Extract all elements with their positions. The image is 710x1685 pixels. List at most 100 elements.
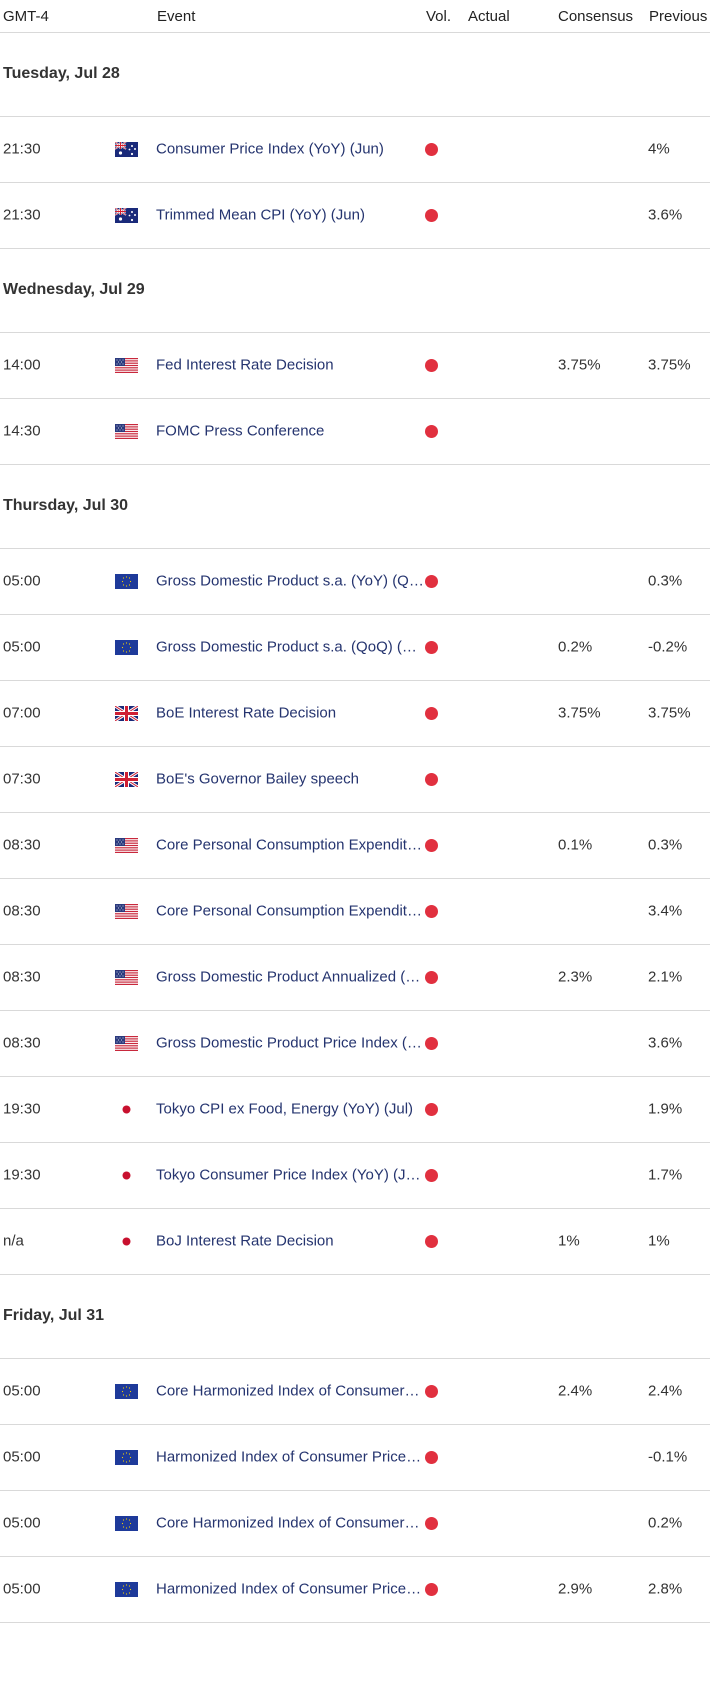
- event-name-link[interactable]: Tokyo Consumer Price Index (YoY) (J…: [156, 1166, 421, 1184]
- event-row[interactable]: 05:00 Harmonized Index of Consumer Price……: [0, 1424, 710, 1491]
- event-row[interactable]: 05:00 Gross Domestic Product s.a. (YoY) (…: [0, 548, 710, 615]
- previous-value: 3.75%: [648, 704, 691, 722]
- previous-value: 1.7%: [648, 1166, 683, 1184]
- event-row[interactable]: 08:30 Gross Domestic Product Annualized (…: [0, 944, 710, 1011]
- event-time: 21:30: [3, 206, 41, 224]
- event-time: 05:00: [3, 638, 41, 656]
- event-time: n/a: [3, 1232, 24, 1250]
- timezone-header[interactable]: GMT-4: [3, 8, 49, 25]
- event-name-link[interactable]: Gross Domestic Product Annualized (…: [156, 968, 421, 986]
- volatility-high-icon: [425, 773, 438, 786]
- eu-flag-icon: [115, 640, 138, 655]
- volatility-high-icon: [425, 359, 438, 372]
- event-row[interactable]: 08:30 Gross Domestic Product Price Index …: [0, 1010, 710, 1077]
- day-label: Thursday, Jul 30: [3, 497, 129, 514]
- volatility-high-icon: [425, 209, 438, 222]
- vol-header: Vol.: [426, 8, 452, 25]
- event-row[interactable]: 19:30 Tokyo Consumer Price Index (YoY) (J…: [0, 1142, 710, 1209]
- event-name-link[interactable]: Tokyo CPI ex Food, Energy (YoY) (Jul): [156, 1100, 414, 1118]
- eu-flag-icon: [115, 574, 138, 589]
- au-flag-icon: [115, 208, 138, 223]
- event-name-link[interactable]: Fed Interest Rate Decision: [156, 356, 334, 374]
- event-row[interactable]: 21:30 Consumer Price Index (YoY) (Jun) 4%: [0, 116, 710, 183]
- event-row[interactable]: 05:00 Core Harmonized Index of Consumer… 0…: [0, 1490, 710, 1557]
- event-time: 07:30: [3, 770, 41, 788]
- volatility-high-icon: [425, 1037, 438, 1050]
- table-header: GMT-4 Event Vol. Actual Consensus Previo…: [0, 0, 710, 33]
- event-time: 19:30: [3, 1100, 41, 1118]
- day-header-row: Thursday, Jul 30: [0, 464, 710, 549]
- event-row[interactable]: 05:00 Gross Domestic Product s.a. (QoQ) (…: [0, 614, 710, 681]
- event-name-link[interactable]: Core Harmonized Index of Consumer…: [156, 1514, 420, 1532]
- volatility-high-icon: [425, 1169, 438, 1182]
- event-name-link[interactable]: Core Harmonized Index of Consumer…: [156, 1382, 420, 1400]
- jp-flag-icon: [115, 1234, 138, 1249]
- day-header-row: Wednesday, Jul 29: [0, 248, 710, 333]
- event-name-link[interactable]: Gross Domestic Product s.a. (YoY) (Q…: [156, 572, 424, 590]
- previous-value: 3.75%: [648, 356, 691, 374]
- volatility-high-icon: [425, 143, 438, 156]
- event-row[interactable]: n/a BoJ Interest Rate Decision 1% 1%: [0, 1208, 710, 1275]
- event-row[interactable]: 19:30 Tokyo CPI ex Food, Energy (YoY) (Ju…: [0, 1076, 710, 1143]
- event-name-link[interactable]: BoE Interest Rate Decision: [156, 704, 337, 722]
- event-name-link[interactable]: Consumer Price Index (YoY) (Jun): [156, 140, 384, 158]
- previous-value: 4%: [648, 140, 670, 158]
- event-name-link[interactable]: Harmonized Index of Consumer Price…: [156, 1580, 422, 1598]
- day-label: Friday, Jul 31: [3, 1307, 105, 1324]
- event-time: 08:30: [3, 968, 41, 986]
- consensus-value: 2.4%: [558, 1382, 593, 1400]
- event-time: 05:00: [3, 1448, 41, 1466]
- event-row[interactable]: 21:30 Trimmed Mean CPI (YoY) (Jun) 3.6%: [0, 182, 710, 249]
- day-header-row: Friday, Jul 31: [0, 1274, 710, 1359]
- previous-value: 1%: [648, 1232, 670, 1250]
- consensus-value: 3.75%: [558, 704, 601, 722]
- previous-value: -0.2%: [648, 638, 688, 656]
- consensus-value: 0.2%: [558, 638, 593, 656]
- previous-value: 3.4%: [648, 902, 683, 920]
- volatility-high-icon: [425, 575, 438, 588]
- event-name-link[interactable]: BoJ Interest Rate Decision: [156, 1232, 334, 1250]
- previous-value: 0.2%: [648, 1514, 683, 1532]
- event-name-link[interactable]: Gross Domestic Product Price Index (…: [156, 1034, 422, 1052]
- consensus-value: 1%: [558, 1232, 580, 1250]
- event-time: 14:30: [3, 422, 41, 440]
- event-name-link[interactable]: Harmonized Index of Consumer Price…: [156, 1448, 422, 1466]
- event-name-link[interactable]: Gross Domestic Product s.a. (QoQ) (…: [156, 638, 417, 656]
- us-flag-icon: [115, 838, 138, 853]
- eu-flag-icon: [115, 1516, 138, 1531]
- previous-value: 3.6%: [648, 1034, 683, 1052]
- event-row[interactable]: 05:00 Core Harmonized Index of Consumer… 2…: [0, 1358, 710, 1425]
- previous-value: 0.3%: [648, 572, 683, 590]
- event-row[interactable]: 14:30 FOMC Press Conference: [0, 398, 710, 465]
- event-row[interactable]: 07:30 BoE's Governor Bailey speech: [0, 746, 710, 813]
- jp-flag-icon: [115, 1102, 138, 1117]
- volatility-high-icon: [425, 1385, 438, 1398]
- volatility-high-icon: [425, 1517, 438, 1530]
- event-row[interactable]: 08:30 Core Personal Consumption Expendit……: [0, 812, 710, 879]
- event-name-link[interactable]: Trimmed Mean CPI (YoY) (Jun): [156, 206, 365, 224]
- day-label: Tuesday, Jul 28: [3, 65, 120, 82]
- us-flag-icon: [115, 1036, 138, 1051]
- day-header-row: Tuesday, Jul 28: [0, 32, 710, 117]
- event-name-link[interactable]: Core Personal Consumption Expendit…: [156, 836, 422, 854]
- previous-value: 1.9%: [648, 1100, 683, 1118]
- event-row[interactable]: 07:00 BoE Interest Rate Decision 3.75% 3.75…: [0, 680, 710, 747]
- event-name-link[interactable]: BoE's Governor Bailey speech: [156, 770, 359, 788]
- consensus-value: 2.9%: [558, 1580, 593, 1598]
- consensus-value: 3.75%: [558, 356, 601, 374]
- event-time: 05:00: [3, 1382, 41, 1400]
- actual-header: Actual: [468, 8, 510, 25]
- event-row[interactable]: 05:00 Harmonized Index of Consumer Price……: [0, 1556, 710, 1623]
- volatility-high-icon: [425, 707, 438, 720]
- volatility-high-icon: [425, 1235, 438, 1248]
- consensus-value: 2.3%: [558, 968, 593, 986]
- volatility-high-icon: [425, 641, 438, 654]
- event-name-link[interactable]: Core Personal Consumption Expendit…: [156, 902, 422, 920]
- uk-flag-icon: [115, 772, 138, 787]
- event-time: 05:00: [3, 1514, 41, 1532]
- eu-flag-icon: [115, 1450, 138, 1465]
- event-time: 14:00: [3, 356, 41, 374]
- event-row[interactable]: 14:00 Fed Interest Rate Decision 3.75% 3.75…: [0, 332, 710, 399]
- event-row[interactable]: 08:30 Core Personal Consumption Expendit……: [0, 878, 710, 945]
- event-name-link[interactable]: FOMC Press Conference: [156, 422, 325, 440]
